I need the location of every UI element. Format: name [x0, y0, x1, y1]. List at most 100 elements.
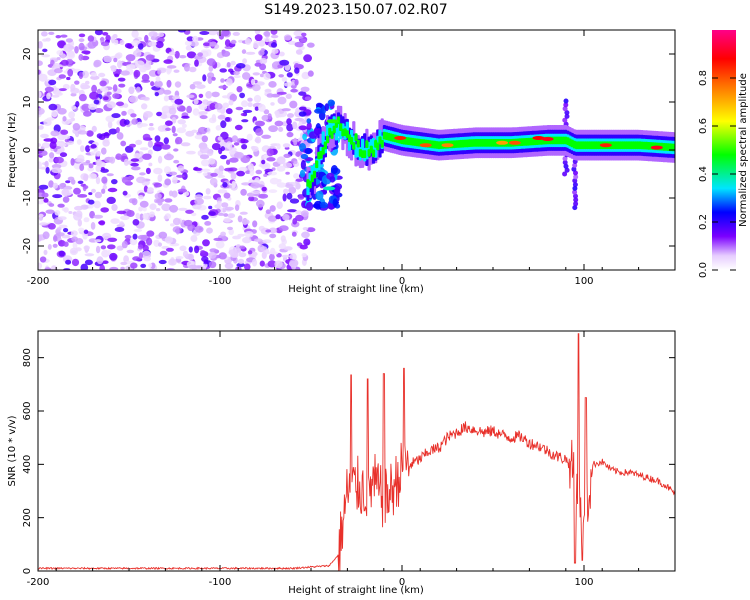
noise-blob — [254, 34, 263, 42]
noise-blob — [175, 256, 184, 260]
noise-blob — [214, 168, 221, 174]
noise-blob — [70, 87, 80, 94]
noise-blob — [49, 152, 55, 159]
noise-blob — [44, 267, 51, 270]
noise-blob — [183, 63, 191, 72]
noise-blob — [130, 262, 138, 269]
track-cell — [323, 141, 327, 150]
noise-blob — [158, 259, 167, 265]
noise-blob — [165, 247, 174, 252]
noise-blob — [286, 192, 293, 200]
noise-blob — [229, 93, 237, 102]
noise-blob — [209, 177, 218, 186]
noise-blob — [246, 133, 253, 141]
noise-blob — [87, 199, 95, 205]
track-cell — [356, 139, 360, 148]
noise-blob — [38, 90, 42, 98]
noise-blob — [201, 214, 209, 220]
noise-blob — [147, 140, 153, 148]
noise-blob — [226, 61, 231, 68]
noise-blob — [192, 81, 203, 85]
noise-blob — [81, 103, 91, 112]
noise-blob — [120, 70, 130, 76]
noise-blob — [120, 266, 125, 270]
streak-blob — [564, 167, 570, 173]
noise-blob — [245, 170, 251, 174]
noise-blob — [130, 158, 140, 162]
noise-blob — [41, 31, 48, 37]
noise-blob — [292, 121, 298, 130]
signal-blob — [332, 198, 338, 208]
noise-blob — [64, 138, 70, 143]
noise-blob — [137, 234, 147, 240]
noise-blob — [258, 103, 266, 112]
streak-blob — [573, 174, 579, 180]
noise-blob — [275, 214, 281, 220]
noise-blob — [76, 139, 82, 145]
noise-blob — [38, 73, 48, 82]
noise-blob — [107, 237, 118, 242]
streak-blob — [562, 160, 568, 165]
noise-blob — [128, 95, 139, 103]
noise-blob — [203, 42, 211, 47]
noise-blob — [100, 167, 105, 171]
noise-blob — [135, 86, 141, 93]
noise-blob — [301, 231, 310, 239]
noise-blob — [154, 80, 163, 88]
noise-blob — [44, 160, 49, 168]
noise-blob — [215, 240, 225, 249]
noise-blob — [195, 84, 206, 89]
track-cell — [330, 131, 334, 139]
noise-blob — [174, 81, 182, 88]
noise-blob — [208, 65, 214, 72]
noise-blob — [149, 211, 155, 218]
noise-blob — [41, 192, 49, 198]
noise-blob — [270, 247, 276, 255]
signal-blob — [298, 125, 308, 131]
noise-blob — [41, 54, 51, 58]
noise-blob — [38, 161, 42, 169]
noise-blob — [242, 109, 253, 113]
snr-ticks: -200 -100 0 100 0 200 400 600 800 — [22, 331, 676, 588]
noise-blob — [258, 40, 266, 47]
noise-blob — [166, 79, 172, 88]
noise-blob — [300, 210, 309, 218]
noise-blob — [175, 227, 180, 235]
noise-blob — [177, 165, 185, 172]
noise-blob — [137, 244, 144, 250]
colorbar-tick-label: 0.4 — [698, 166, 709, 182]
noise-blob — [56, 232, 65, 237]
streak-blob — [562, 106, 568, 112]
noise-blob — [177, 188, 188, 193]
noise-blob — [241, 100, 249, 108]
noise-blob — [171, 117, 177, 124]
noise-blob — [190, 235, 198, 242]
noise-blob — [80, 263, 89, 270]
noise-blob — [90, 151, 96, 156]
signal-blob — [315, 102, 323, 108]
noise-blob — [163, 166, 172, 175]
noise-blob — [290, 88, 298, 93]
noise-blob — [236, 248, 242, 254]
noise-blob — [228, 147, 237, 153]
noise-blob — [217, 136, 223, 141]
signal-blob — [302, 133, 307, 140]
noise-blob — [224, 117, 231, 122]
noise-blob — [145, 54, 155, 61]
noise-blob — [289, 100, 298, 109]
noise-blob — [160, 113, 168, 120]
noise-blob — [157, 174, 163, 183]
noise-blob — [306, 227, 316, 233]
noise-blob — [279, 59, 290, 66]
noise-blob — [286, 131, 294, 138]
noise-blob — [238, 166, 248, 172]
track-cell — [312, 170, 317, 179]
noise-blob — [240, 188, 247, 196]
noise-blob — [306, 42, 315, 48]
noise-blob — [295, 178, 304, 182]
noise-blob — [131, 30, 139, 38]
noise-blob — [86, 130, 94, 137]
noise-blob — [222, 182, 228, 188]
noise-blob — [193, 167, 203, 171]
track-cell — [332, 125, 336, 134]
